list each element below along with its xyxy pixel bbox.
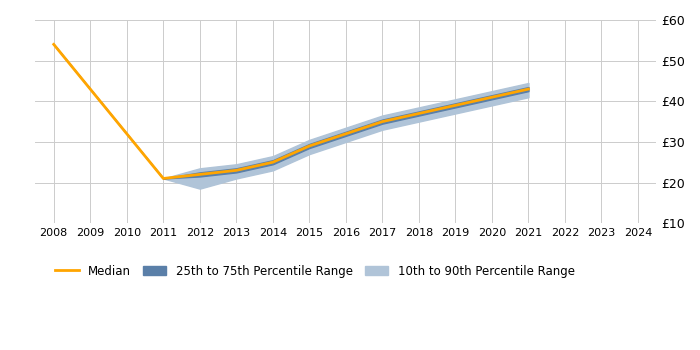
Legend: Median, 25th to 75th Percentile Range, 10th to 90th Percentile Range: Median, 25th to 75th Percentile Range, 1… bbox=[50, 260, 580, 282]
